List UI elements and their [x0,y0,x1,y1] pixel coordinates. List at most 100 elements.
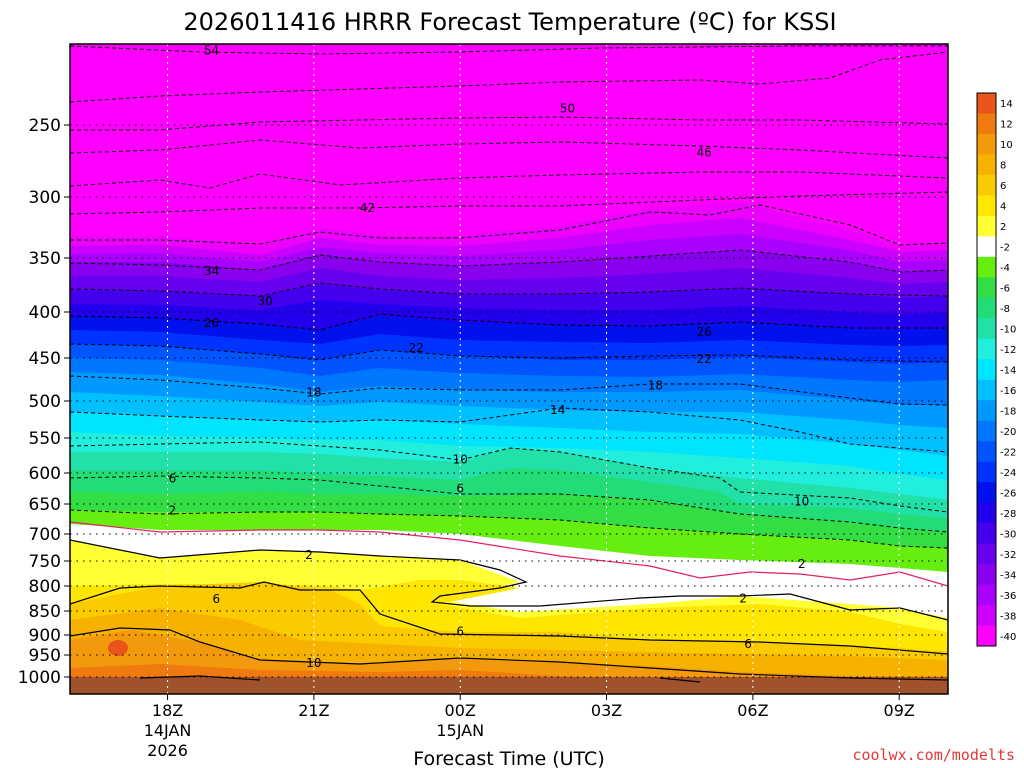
y-tick-label: 500 [29,392,61,412]
colorbar-swatch [977,93,996,114]
colorbar-swatch [977,174,996,196]
colorbar-swatch [977,379,996,401]
isotherm-label: 6 [744,637,752,651]
colorbar-label: -4 [1000,263,1010,274]
y-tick-label: 250 [29,116,61,136]
y-axis: 250 300 350 400 450 500 550 600 650 700 750 800 850 9… [18,116,70,688]
colorbar-swatch [977,113,996,135]
isotherm-label: 6 [213,592,221,606]
isotherm-label: 26 [696,325,711,339]
colorbar-label: -32 [1000,550,1016,561]
colorbar-swatch [977,318,996,340]
isotherm-label: 34 [204,264,219,278]
colorbar-swatch [977,543,996,565]
colorbar-swatch [977,359,996,381]
x-tick-label: 06Z [737,701,768,720]
isotherm-label: 2 [169,504,177,518]
colorbar-label: -36 [1000,591,1016,602]
isotherm-label: 42 [360,201,375,215]
y-tick-label: 950 [29,646,61,666]
colorbar-swatch [977,400,996,422]
isotherm-label: 26 [204,316,219,330]
colorbar-swatch [977,420,996,442]
colorbar-label: -26 [1000,488,1016,499]
x-tick-label: 03Z [591,701,622,720]
isotherm-label: 54 [204,43,219,57]
y-tick-label: 300 [29,188,61,208]
colorbar-label: -22 [1000,447,1016,458]
credit-text: coolwx.com/modelts [852,746,1015,764]
isotherm-label: 22 [696,352,711,366]
x-axis-label: Forecast Time (UTC) [413,748,604,768]
y-tick-label: 1000 [18,668,61,688]
isotherm-10 [70,441,948,513]
colorbar-label: -20 [1000,427,1016,438]
x-tick-label: 18Z [152,701,183,720]
y-tick-label: 800 [29,577,61,597]
isotherm-label: 10 [794,495,809,509]
isotherm-34 [70,249,948,273]
isotherm-label: 18 [306,385,321,399]
y-tick-label: 700 [29,525,61,545]
plot-area: 5854504654423430262226221818141066210226… [70,43,948,694]
isotherm-42a [70,171,948,189]
chart-title: 2026011416 HRRR Forecast Temperature (ºC… [183,8,836,36]
colorbar-label: -34 [1000,570,1016,581]
colorbar-swatch [977,502,996,524]
colorbar-label: -30 [1000,529,1016,540]
colorbar-label: 6 [1000,181,1006,192]
colorbar-label: -40 [1000,632,1016,643]
colorbar-label: -18 [1000,406,1016,417]
x-tick-label: 14JAN [144,721,192,740]
isotherm-54a [70,51,948,103]
isotherm-label: 6 [169,472,177,486]
x-tick-label: 09Z [884,701,915,720]
isotherm-plus14 [139,675,261,681]
isotherm-label: 30 [257,294,272,308]
warm-isotherms [70,539,948,683]
isotherm-18 [70,375,948,406]
y-tick-label: 450 [29,349,61,369]
colorbar-label: 8 [1000,161,1006,172]
colorbar-label: -6 [1000,284,1010,295]
colorbar-label: -28 [1000,509,1016,520]
isotherm-58 [70,45,948,55]
grid [70,44,948,694]
colorbar-label: 4 [1000,202,1006,213]
colorbar-label: -14 [1000,366,1016,377]
colorbar-swatch [977,584,996,606]
isotherm-labels: 5854504654423430262226221818141066210226… [169,43,810,670]
isotherm-22 [70,343,948,363]
colorbar-swatch [977,297,996,319]
colorbar-label: -24 [1000,468,1016,479]
x-tick-label: 21Z [298,701,329,720]
y-tick-label: 900 [29,626,61,646]
colorbar-swatch [977,338,996,360]
isotherm-label: 46 [696,145,711,159]
colorbar-swatch [977,482,996,504]
colorbar-swatch [977,215,996,237]
isotherm-label: 18 [648,379,663,393]
y-tick-label: 850 [29,602,61,622]
isotherm-label: 2 [739,592,747,606]
colorbar-label: 14 [1000,99,1013,110]
colorbar-label: -16 [1000,386,1016,397]
y-tick-label: 750 [29,552,61,572]
isotherm-label: 10 [453,453,468,467]
colorbar-swatch [977,461,996,483]
x-tick-label: 00Z [445,701,476,720]
freezing-line [70,521,948,587]
isotherm-plus2 [70,539,948,621]
isotherm-label: 6 [456,482,464,496]
colorbar-label: -2 [1000,243,1010,254]
y-tick-label: 650 [29,495,61,515]
colorbar-frame [976,92,997,647]
colorbar-swatch [977,277,996,299]
plot-frame [69,43,949,695]
colorbar-label: 12 [1000,120,1013,131]
x-tick-label: 15JAN [436,721,484,740]
colorbar-label: -38 [1000,611,1016,622]
ground-band [70,677,948,694]
colorbar-label: 10 [1000,140,1013,151]
isotherm-label: 22 [409,341,424,355]
